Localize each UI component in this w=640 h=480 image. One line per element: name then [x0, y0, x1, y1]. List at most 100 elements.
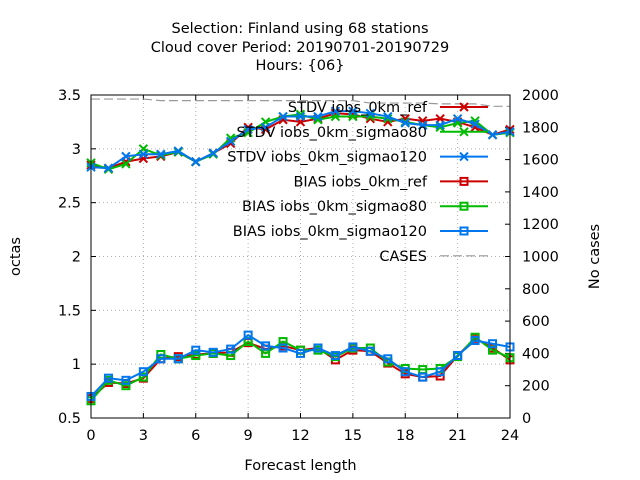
legend-swatch-marker [459, 176, 469, 186]
legend-entry: STDV iobs_0km_sigmao120 [227, 150, 488, 166]
legend-entry: CASES [379, 249, 488, 265]
data-point [173, 354, 183, 364]
data-point [121, 159, 131, 169]
legend-label: STDV iobs_0km_ref [288, 100, 428, 116]
data-point [191, 157, 201, 167]
series-layer [86, 98, 515, 406]
legend-label: STDV iobs_0km_sigmao120 [227, 150, 427, 166]
data-point [156, 354, 166, 364]
data-point [452, 113, 463, 124]
legend-label: STDV iobs_0km_sigmao80 [236, 125, 427, 141]
y-tick-label: 3.5 [58, 88, 81, 104]
x-tick-label: 9 [244, 428, 253, 444]
data-point [121, 151, 131, 162]
data-point [400, 367, 410, 377]
y2-tick-label: 1000 [522, 250, 559, 266]
x-tick-label: 6 [191, 428, 200, 444]
data-point [278, 111, 288, 122]
data-point [173, 146, 183, 156]
y2-tick-label: 400 [522, 346, 550, 362]
y-tick-label: 1 [72, 357, 81, 373]
data-point [103, 373, 113, 383]
y2-tick-label: 600 [522, 314, 550, 330]
series-line [91, 98, 510, 107]
y-tick-label: 1.5 [58, 303, 81, 319]
y2-axis-label: No cases [587, 224, 603, 289]
data-point [138, 367, 148, 377]
x-tick-label: 3 [139, 428, 148, 444]
y2-tick-label: 1200 [522, 217, 559, 233]
axis-ticks: 0 3 6 9 12 15 18 21 24 0.5 1 1.5 2 2.5 3 3.5 0 200 400 600 8… [58, 88, 559, 444]
legend-swatch-marker [459, 127, 469, 137]
y2-tick-label: 1600 [522, 153, 559, 169]
y2-tick-label: 800 [522, 282, 550, 298]
legend-swatch-marker [459, 201, 469, 211]
y2-tick-label: 0 [522, 411, 531, 427]
data-point [138, 372, 148, 382]
data-point [470, 119, 480, 129]
data-point [103, 163, 114, 173]
data-point [243, 124, 253, 135]
x-tick-label: 12 [291, 428, 309, 444]
x-tick-label: 21 [448, 428, 466, 444]
y2-tick-label: 1400 [522, 185, 559, 201]
legend-swatch-marker [459, 102, 469, 112]
data-point [383, 354, 393, 364]
data-point [418, 372, 428, 382]
y2-tick-label: 1800 [522, 120, 559, 136]
y-axis-label: octas [8, 237, 24, 276]
y-tick-label: 3 [72, 142, 81, 158]
data-point [313, 111, 323, 122]
data-point [453, 351, 463, 361]
data-point [435, 120, 445, 130]
data-point [278, 343, 288, 353]
data-point [243, 330, 253, 340]
legend-swatch-marker [459, 226, 469, 236]
data-point [121, 375, 131, 385]
legend-label: BIAS iobs_0km_sigmao80 [242, 199, 427, 215]
data-point [296, 348, 305, 358]
data-point [365, 346, 375, 356]
data-point [225, 133, 236, 143]
y2-tick-label: 200 [522, 379, 550, 395]
data-point [191, 351, 201, 361]
data-point [418, 120, 428, 130]
data-point [260, 122, 271, 133]
x-tick-label: 18 [396, 428, 414, 444]
series-2 [86, 106, 515, 173]
data-point [295, 111, 306, 122]
y-tick-label: 2.5 [58, 196, 81, 212]
data-point [225, 136, 236, 147]
data-point [330, 106, 341, 116]
x-axis-label: Forecast length [244, 458, 356, 474]
data-point [208, 148, 218, 158]
series-6 [91, 98, 510, 107]
data-point [488, 339, 498, 349]
grid [91, 95, 510, 418]
series-line [90, 333, 511, 398]
title-line-2: Cloud cover Period: 20190701-20190729 [151, 40, 450, 56]
title-line-1: Selection: Finland using 68 stations [171, 21, 428, 37]
data-point [121, 381, 131, 391]
legend-entry: STDV iobs_0km_sigmao80 [236, 125, 488, 141]
plot-frame [90, 94, 511, 419]
data-point [435, 367, 445, 377]
y-tick-label: 2 [72, 250, 81, 266]
legend-label: CASES [379, 249, 427, 265]
data-point [487, 130, 498, 140]
x-tick-label: 24 [501, 428, 519, 444]
data-point [400, 118, 410, 128]
legend-entry: BIAS iobs_0km_ref [293, 174, 488, 190]
data-point [261, 341, 271, 351]
x-tick-label: 15 [344, 428, 362, 444]
data-point [156, 149, 166, 159]
title-line-3: Hours: {06} [256, 58, 345, 74]
data-point [470, 335, 480, 345]
legend-label: BIAS iobs_0km_sigmao120 [233, 224, 427, 240]
legend-entry: BIAS iobs_0km_sigmao80 [242, 199, 488, 215]
legend-swatch-marker [459, 151, 469, 162]
legend: STDV iobs_0km_ref STDV iobs_0km_sigmao80 S… [227, 100, 488, 265]
data-point [138, 149, 149, 159]
data-point [383, 111, 393, 122]
